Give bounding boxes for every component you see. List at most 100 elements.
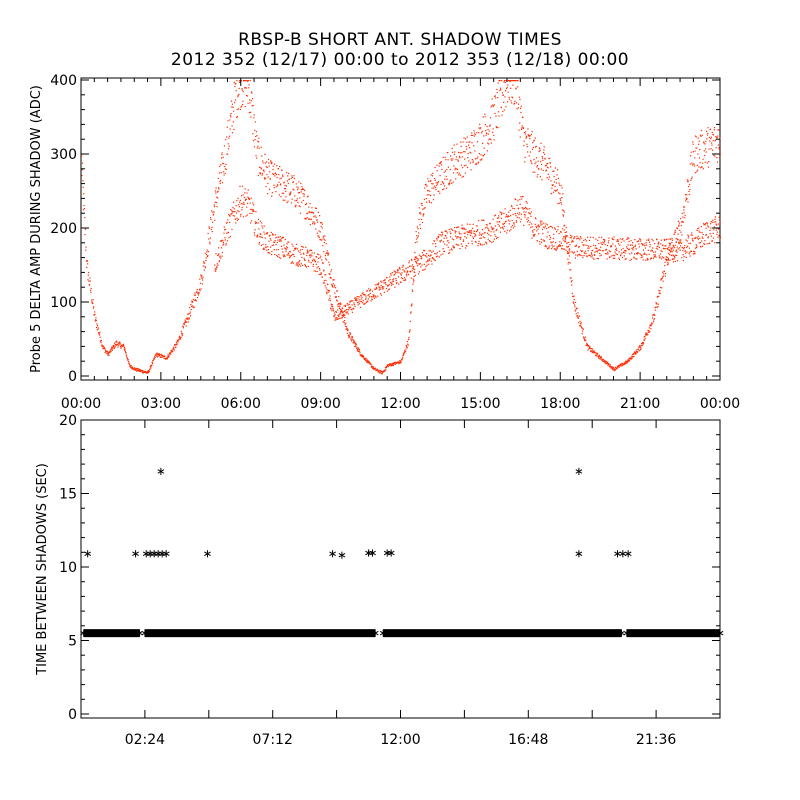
lower-trace-point bbox=[468, 231, 470, 234]
lower-trace-point bbox=[580, 251, 583, 253]
lower-trace-point bbox=[317, 266, 319, 268]
lower-trace-point bbox=[354, 297, 356, 299]
upper-trace-point bbox=[591, 348, 594, 350]
upper-trace-point bbox=[443, 188, 445, 190]
upper-trace-point bbox=[193, 294, 195, 296]
lower-trace-point bbox=[478, 240, 480, 242]
lower-trace-point bbox=[531, 226, 533, 228]
lower-trace-point bbox=[674, 244, 676, 246]
lower-trace-point bbox=[391, 281, 393, 283]
upper-trace-point bbox=[296, 198, 298, 200]
upper-trace-point bbox=[308, 206, 310, 208]
lower-trace-point bbox=[300, 263, 302, 265]
lower-trace-point bbox=[237, 197, 239, 200]
lower-trace-point bbox=[229, 235, 231, 238]
lower-trace-point bbox=[524, 206, 527, 209]
upper-trace-point bbox=[642, 343, 644, 345]
lower-trace-point bbox=[663, 257, 665, 259]
lower-trace-point bbox=[492, 240, 494, 242]
upper-trace-point bbox=[204, 267, 207, 269]
lower-trace-point bbox=[362, 300, 364, 302]
upper-trace-point bbox=[563, 211, 565, 213]
lower-trace-point bbox=[362, 302, 364, 304]
lower-trace-point bbox=[299, 249, 301, 251]
upper-trace-point bbox=[708, 160, 710, 163]
interval-star bbox=[80, 629, 88, 637]
upper-trace-point bbox=[196, 291, 198, 293]
upper-trace-point bbox=[657, 295, 659, 298]
upper-trace-point bbox=[522, 126, 524, 129]
upper-trace-point bbox=[682, 216, 684, 218]
upper-trace-point bbox=[512, 84, 514, 86]
upper-trace-point bbox=[310, 218, 312, 220]
upper-trace-point bbox=[581, 333, 583, 335]
upper-trace-point bbox=[168, 352, 171, 354]
lower-trace-point bbox=[497, 223, 499, 226]
upper-trace-point bbox=[696, 170, 698, 172]
upper-trace-point bbox=[706, 134, 709, 136]
lower-trace-point bbox=[694, 247, 697, 249]
upper-trace-point bbox=[644, 337, 646, 340]
upper-trace-point bbox=[714, 139, 717, 141]
upper-trace-point bbox=[689, 188, 691, 191]
upper-trace-point bbox=[218, 187, 220, 189]
top-panel: 00:00 03:00 06:00 09:00 12:00 15:00 18:00 21:00… bbox=[29, 73, 740, 412]
lower-trace-point bbox=[257, 234, 259, 236]
lower-trace-point bbox=[558, 232, 560, 235]
lower-trace-point bbox=[461, 245, 463, 247]
lower-trace-point bbox=[347, 311, 349, 313]
lower-trace-point bbox=[540, 222, 542, 224]
lower-trace-point bbox=[642, 249, 645, 251]
upper-trace-point bbox=[462, 167, 464, 169]
lower-trace-point bbox=[349, 306, 352, 308]
lower-trace-point bbox=[435, 246, 437, 248]
upper-trace-point bbox=[134, 367, 136, 370]
upper-trace-point bbox=[381, 373, 383, 375]
lower-trace-point bbox=[438, 256, 440, 258]
upper-trace-point bbox=[554, 189, 556, 191]
upper-trace-point bbox=[572, 296, 574, 298]
lower-trace-point bbox=[481, 219, 483, 221]
upper-trace-point bbox=[380, 373, 382, 375]
lower-trace-point bbox=[508, 223, 510, 225]
lower-trace-point bbox=[490, 231, 492, 233]
lower-trace-point bbox=[243, 196, 246, 199]
lower-trace-point bbox=[552, 241, 554, 243]
lower-trace-point bbox=[273, 241, 276, 243]
upper-trace-point bbox=[503, 101, 505, 103]
upper-trace-point bbox=[668, 249, 670, 251]
upper-trace-point bbox=[545, 170, 547, 172]
upper-trace-point bbox=[501, 114, 503, 116]
upper-trace-point bbox=[573, 295, 575, 297]
upper-trace-point bbox=[675, 250, 677, 252]
lower-trace-point bbox=[289, 250, 291, 253]
upper-trace-point bbox=[638, 346, 640, 348]
lower-trace-point bbox=[524, 207, 526, 209]
upper-trace-point bbox=[261, 173, 264, 175]
upper-trace-point bbox=[513, 80, 515, 82]
lower-trace-point bbox=[240, 215, 242, 217]
upper-trace-point bbox=[183, 322, 185, 325]
upper-trace-point bbox=[682, 221, 684, 223]
lower-trace-point bbox=[355, 298, 357, 300]
lower-trace-point bbox=[292, 253, 294, 256]
upper-trace-point bbox=[689, 183, 691, 186]
lower-trace-point bbox=[588, 254, 590, 256]
upper-trace-point bbox=[665, 256, 667, 258]
lower-trace-point bbox=[543, 222, 545, 224]
upper-trace-point bbox=[608, 364, 610, 366]
lower-trace-point bbox=[635, 248, 637, 250]
interval-star bbox=[204, 550, 211, 558]
upper-trace-point bbox=[337, 305, 339, 308]
upper-trace-point bbox=[93, 306, 95, 308]
upper-trace-point bbox=[476, 157, 478, 160]
upper-trace-point bbox=[81, 162, 84, 164]
lower-trace-point bbox=[549, 238, 551, 240]
upper-trace-point bbox=[643, 335, 645, 338]
upper-trace-point bbox=[427, 190, 429, 192]
lower-trace-point bbox=[664, 247, 666, 250]
lower-trace-point bbox=[215, 268, 217, 270]
upper-trace-point bbox=[242, 90, 244, 93]
lower-trace-point bbox=[603, 240, 606, 243]
upper-trace-point bbox=[461, 176, 463, 178]
